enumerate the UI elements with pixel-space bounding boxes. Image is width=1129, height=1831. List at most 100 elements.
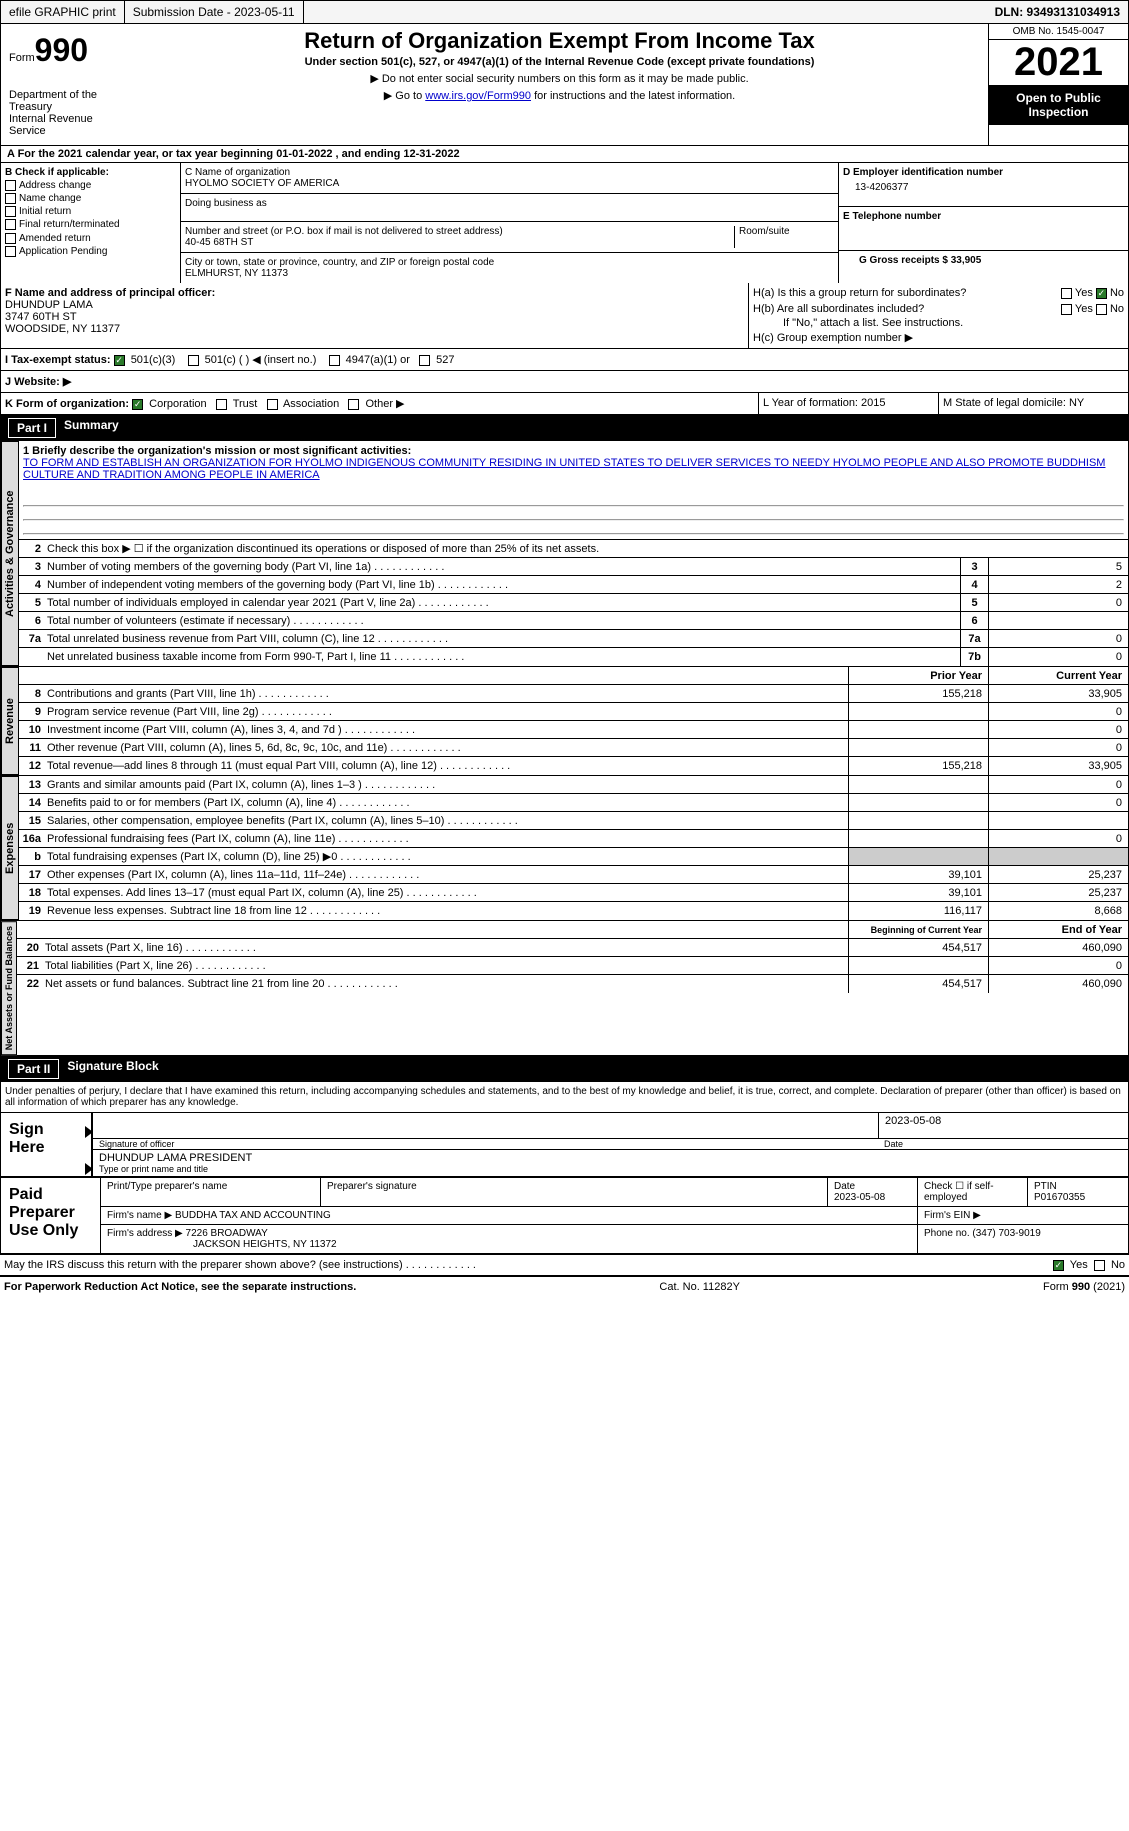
prep-sig-label: Preparer's signature bbox=[321, 1178, 828, 1206]
line-7b: Net unrelated business taxable income fr… bbox=[19, 648, 1128, 666]
cb-amended[interactable]: Amended return bbox=[5, 233, 176, 244]
rev-line-11: 11Other revenue (Part VIII, column (A), … bbox=[19, 739, 1128, 757]
city-label: City or town, state or province, country… bbox=[185, 257, 834, 268]
penalty-text: Under penalties of perjury, I declare th… bbox=[0, 1082, 1129, 1113]
org-name-label: C Name of organization bbox=[185, 167, 834, 178]
officer-addr2: WOODSIDE, NY 11377 bbox=[5, 323, 120, 335]
cb-pending[interactable]: Application Pending bbox=[5, 246, 176, 257]
cb-other[interactable] bbox=[348, 399, 359, 410]
sign-here-block: Sign Here 2023-05-08 Signature of office… bbox=[0, 1113, 1129, 1178]
cb-4947[interactable] bbox=[329, 355, 340, 366]
cb-assoc[interactable] bbox=[267, 399, 278, 410]
cb-discuss-yes[interactable] bbox=[1053, 1260, 1064, 1271]
cb-discuss-no[interactable] bbox=[1094, 1260, 1105, 1271]
discuss-label: May the IRS discuss this return with the… bbox=[4, 1259, 476, 1271]
line2-text: Check this box ▶ ☐ if the organization d… bbox=[47, 540, 1128, 557]
section-c: C Name of organization HYOLMO SOCIETY OF… bbox=[181, 163, 838, 283]
net-line-21: 21Total liabilities (Part X, line 26)0 bbox=[17, 957, 1128, 975]
form-org-label: K Form of organization: bbox=[5, 398, 129, 410]
open-public-label: Open to Public Inspection bbox=[989, 85, 1128, 125]
cb-initial-return[interactable]: Initial return bbox=[5, 206, 176, 217]
exp-line-13: 13Grants and similar amounts paid (Part … bbox=[19, 776, 1128, 794]
header-right: OMB No. 1545-0047 2021 Open to Public In… bbox=[988, 24, 1128, 145]
netassets-section: Net Assets or Fund Balances Beginning of… bbox=[0, 921, 1129, 1056]
calendar-year-text: A For the 2021 calendar year, or tax yea… bbox=[7, 148, 460, 160]
cb-final-return[interactable]: Final return/terminated bbox=[5, 219, 176, 230]
phone-row: E Telephone number bbox=[839, 207, 1128, 251]
cb-name-change[interactable]: Name change bbox=[5, 193, 176, 204]
net-line-20: 20Total assets (Part X, line 16)454,5174… bbox=[17, 939, 1128, 957]
mission-block: 1 Briefly describe the organization's mi… bbox=[19, 441, 1128, 540]
ein-row: D Employer identification number 13-4206… bbox=[839, 163, 1128, 207]
tax-year: 2021 bbox=[989, 40, 1128, 85]
part2-title: Signature Block bbox=[67, 1059, 158, 1079]
rev-line-12: 12Total revenue—add lines 8 through 11 (… bbox=[19, 757, 1128, 775]
firm-addr-label: Firm's address ▶ bbox=[107, 1228, 183, 1239]
form-header: Form990 Department of the Treasury Inter… bbox=[0, 24, 1129, 146]
org-name-row: C Name of organization HYOLMO SOCIETY OF… bbox=[181, 163, 838, 194]
paperwork-label: For Paperwork Reduction Act Notice, see … bbox=[4, 1281, 356, 1293]
officer-row: F Name and address of principal officer:… bbox=[0, 283, 1129, 349]
exp-line-15: 15Salaries, other compensation, employee… bbox=[19, 812, 1128, 830]
officer-addr1: 3747 60TH ST bbox=[5, 311, 77, 323]
discuss-no: No bbox=[1111, 1259, 1125, 1271]
prep-date: 2023-05-08 bbox=[834, 1192, 885, 1203]
cb-trust[interactable] bbox=[216, 399, 227, 410]
mission-label: 1 Briefly describe the organization's mi… bbox=[23, 445, 411, 457]
hc-label: H(c) Group exemption number ▶ bbox=[753, 331, 1124, 344]
netassets-header: Beginning of Current YearEnd of Year bbox=[17, 921, 1128, 939]
section-h: H(a) Is this a group return for subordin… bbox=[748, 283, 1128, 348]
line-3: 3Number of voting members of the governi… bbox=[19, 558, 1128, 576]
vtab-revenue: Revenue bbox=[1, 667, 19, 775]
addr-label: Number and street (or P.O. box if mail i… bbox=[185, 226, 734, 237]
cb-501c[interactable] bbox=[188, 355, 199, 366]
exp-line-19: 19Revenue less expenses. Subtract line 1… bbox=[19, 902, 1128, 920]
hb-label: H(b) Are all subordinates included? bbox=[753, 303, 924, 315]
form-footer: Form 990 (2021) bbox=[1043, 1281, 1125, 1293]
paperwork-row: For Paperwork Reduction Act Notice, see … bbox=[0, 1275, 1129, 1297]
city-state-zip: ELMHURST, NY 11373 bbox=[185, 268, 834, 279]
cb-501c3[interactable] bbox=[114, 355, 125, 366]
cb-corp[interactable] bbox=[132, 399, 143, 410]
mission-text: TO FORM AND ESTABLISH AN ORGANIZATION FO… bbox=[23, 457, 1105, 481]
dln-label: DLN: 93493131034913 bbox=[987, 1, 1128, 23]
ha-yes: Yes bbox=[1075, 287, 1093, 299]
prep-print-label: Print/Type preparer's name bbox=[101, 1178, 321, 1206]
ssn-note: ▶ Do not enter social security numbers o… bbox=[135, 72, 984, 85]
cb-527[interactable] bbox=[419, 355, 430, 366]
street-address: 40-45 68TH ST bbox=[185, 237, 734, 248]
discuss-yes: Yes bbox=[1070, 1259, 1088, 1271]
phone-label: E Telephone number bbox=[843, 211, 941, 222]
gross-receipts: G Gross receipts $ 33,905 bbox=[859, 255, 981, 266]
activities-section: Activities & Governance 1 Briefly descri… bbox=[0, 441, 1129, 667]
sig-date: 2023-05-08 bbox=[878, 1113, 1128, 1139]
self-employed-label: Check ☐ if self-employed bbox=[918, 1178, 1028, 1206]
website-row: J Website: ▶ bbox=[0, 371, 1129, 393]
net-line-22: 22Net assets or fund balances. Subtract … bbox=[17, 975, 1128, 993]
sign-here-label: Sign Here bbox=[1, 1113, 91, 1176]
form-org-row: K Form of organization: Corporation Trus… bbox=[0, 393, 1129, 415]
form-number: 990 bbox=[35, 32, 88, 68]
part1-label: Part I bbox=[8, 418, 56, 438]
firm-phone: Phone no. (347) 703-9019 bbox=[918, 1225, 1128, 1253]
submission-date: Submission Date - 2023-05-11 bbox=[125, 1, 304, 23]
opt-501c3: 501(c)(3) bbox=[131, 354, 176, 366]
part2-header: Part II Signature Block bbox=[0, 1056, 1129, 1082]
form-subtitle: Under section 501(c), 527, or 4947(a)(1)… bbox=[135, 56, 984, 68]
opt-501c: 501(c) ( ) ◀ (insert no.) bbox=[205, 354, 317, 366]
cb-address-change[interactable]: Address change bbox=[5, 180, 176, 191]
arrow-icon bbox=[85, 1126, 93, 1138]
section-f: F Name and address of principal officer:… bbox=[1, 283, 748, 348]
line-5: 5Total number of individuals employed in… bbox=[19, 594, 1128, 612]
form-title: Return of Organization Exempt From Incom… bbox=[135, 28, 984, 54]
exp-line-16a: 16aProfessional fundraising fees (Part I… bbox=[19, 830, 1128, 848]
vtab-activities: Activities & Governance bbox=[1, 441, 19, 666]
prep-date-label: Date bbox=[834, 1181, 855, 1192]
gross-row: G Gross receipts $ 33,905 bbox=[839, 251, 1128, 270]
irs-link[interactable]: www.irs.gov/Form990 bbox=[425, 90, 531, 102]
goto-prefix: ▶ Go to bbox=[384, 90, 425, 102]
opt-4947: 4947(a)(1) or bbox=[346, 354, 410, 366]
omb-number: OMB No. 1545-0047 bbox=[989, 24, 1128, 40]
form-label: Form990 Department of the Treasury Inter… bbox=[1, 24, 131, 145]
goto-suffix: for instructions and the latest informat… bbox=[531, 90, 735, 102]
